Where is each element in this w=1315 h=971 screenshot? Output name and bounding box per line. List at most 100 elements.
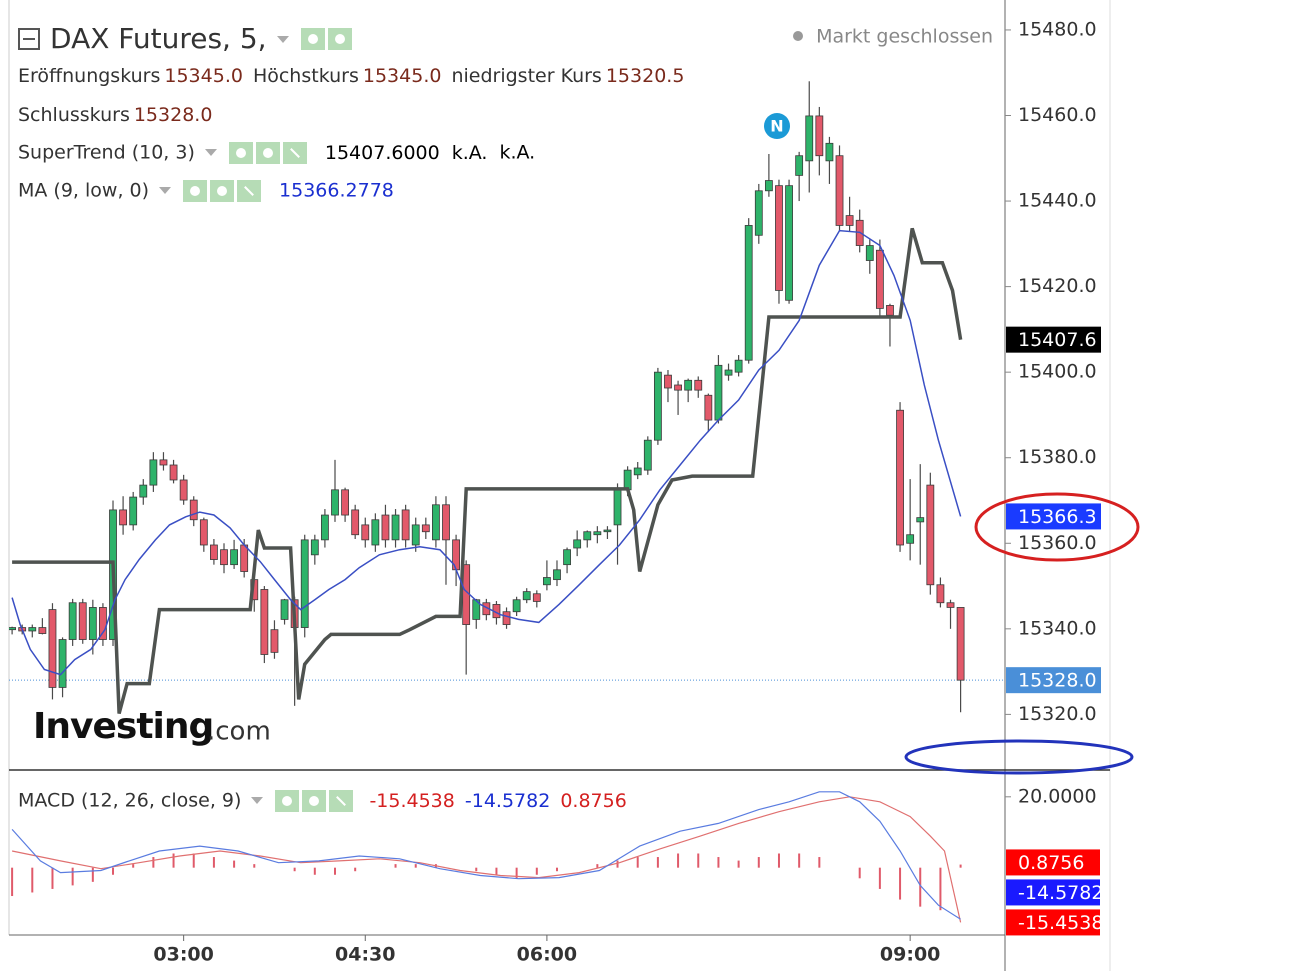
candle-body xyxy=(179,479,188,501)
ma-legend: MA (9, low, 0) 15366.2778 xyxy=(18,178,394,203)
icon[interactable] xyxy=(300,28,325,50)
macd-legend: MACD (12, 26, close, 9) -15.4538 -14.5782 0… xyxy=(18,788,637,813)
legend-value: -14.5782 xyxy=(464,789,551,812)
legend-value: k.A. xyxy=(451,141,488,164)
candle-body xyxy=(38,627,47,634)
icon[interactable] xyxy=(255,141,280,164)
macd-line xyxy=(11,791,961,920)
histogram-bar xyxy=(253,864,256,868)
candle-body xyxy=(270,629,279,653)
ma-line xyxy=(11,229,962,676)
legend-label: MACD (12, 26, close, 9) xyxy=(18,789,242,812)
histogram-bar xyxy=(31,867,34,893)
candle-body xyxy=(845,215,854,226)
legend-value: 15345.0 xyxy=(164,64,243,87)
dropdown[interactable] xyxy=(204,149,217,156)
candle-body xyxy=(714,364,723,421)
y-tick-label: 15400.0 xyxy=(1018,361,1097,383)
price-badge xyxy=(1006,326,1101,353)
candle-body xyxy=(775,185,783,291)
candle-body xyxy=(734,359,743,373)
legend-label: Höchstkurs xyxy=(252,64,359,87)
news-marker-label: N xyxy=(770,117,783,136)
icon[interactable] xyxy=(329,789,354,812)
candle-body xyxy=(351,509,360,536)
price-badge-label: 15366.3 xyxy=(1018,506,1097,528)
icon[interactable] xyxy=(183,179,208,202)
histogram-bar xyxy=(91,867,94,882)
legend-label: Schlusskurs xyxy=(18,103,130,126)
dropdown[interactable] xyxy=(276,35,289,43)
icon[interactable] xyxy=(302,789,327,812)
candle-body xyxy=(805,115,814,162)
histogram-bar xyxy=(677,853,680,868)
macd-pane xyxy=(11,791,962,923)
annotation-ellipse xyxy=(974,492,1140,562)
legend-value: -15.4538 xyxy=(369,789,455,812)
y-tick-label: 15380.0 xyxy=(1018,446,1097,468)
icon[interactable] xyxy=(282,141,307,164)
legend-label: MA (9, low, 0) xyxy=(18,179,150,202)
candle-body xyxy=(674,384,682,391)
histogram-bar xyxy=(717,857,720,868)
candle-body xyxy=(9,627,17,631)
candle-body xyxy=(502,611,511,625)
status-dot xyxy=(793,31,803,41)
histogram-bar xyxy=(596,864,599,868)
title: DAX Futures, 5, xyxy=(50,22,267,55)
histogram-bar xyxy=(495,867,498,875)
histogram-bar xyxy=(112,867,115,875)
candle-body xyxy=(926,484,935,586)
legend-value: k.A. xyxy=(499,141,536,164)
candle-body xyxy=(643,439,652,471)
dropdown[interactable] xyxy=(251,797,264,804)
candle-body xyxy=(946,602,955,608)
histogram-bar xyxy=(555,867,558,872)
candle-body xyxy=(613,489,622,526)
axes: 15320.0 15340.0 15360.0 15380.0 15400.0 15420… xyxy=(153,18,1103,965)
candle-body xyxy=(835,155,844,226)
histogram-bar xyxy=(233,860,236,868)
histogram-bar xyxy=(616,860,619,868)
y-tick-label: 15360.0 xyxy=(1018,532,1097,554)
collapse-icon[interactable] xyxy=(18,28,40,50)
y-tick-label: 15420.0 xyxy=(1018,275,1097,297)
histogram-bar xyxy=(777,853,780,868)
icon[interactable] xyxy=(210,179,235,202)
legend-value: 15320.5 xyxy=(605,64,685,87)
logo: .com xyxy=(207,717,271,747)
legend-value: 15407.6000 xyxy=(324,141,440,164)
icon[interactable] xyxy=(327,28,352,50)
candle-body xyxy=(593,531,602,536)
candle-body xyxy=(371,519,380,546)
candle-body xyxy=(623,469,632,491)
candle-body xyxy=(28,627,37,632)
histogram-bar xyxy=(354,867,357,872)
price-badge xyxy=(1006,667,1101,694)
candle-body xyxy=(754,190,763,236)
macd-badge xyxy=(1006,909,1100,936)
candle-body xyxy=(58,639,67,688)
candle-body xyxy=(149,459,158,486)
icon[interactable] xyxy=(228,141,253,164)
candle-body xyxy=(694,379,703,391)
candle-body xyxy=(119,509,128,526)
candle-body xyxy=(886,305,894,316)
icon[interactable] xyxy=(237,179,262,202)
icon[interactable] xyxy=(275,789,300,812)
candle-body xyxy=(361,524,370,541)
histogram-bar xyxy=(394,864,397,868)
dropdown[interactable] xyxy=(159,187,172,194)
title-row: DAX Futures, 5, xyxy=(18,22,355,55)
candle-body xyxy=(401,509,410,541)
candle-body xyxy=(684,379,693,391)
news-marker[interactable] xyxy=(764,113,790,139)
histogram-bar xyxy=(919,867,922,907)
candle-body xyxy=(553,569,561,581)
macd-badge-label: -15.4538 xyxy=(1018,912,1103,934)
candle-body xyxy=(542,577,551,586)
candle-body xyxy=(68,602,77,640)
legend-label: niedrigster Kurs xyxy=(451,64,602,87)
